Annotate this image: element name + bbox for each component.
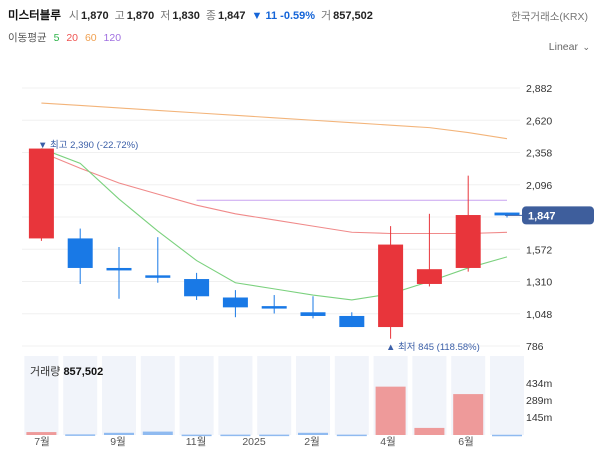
close-label: 종 <box>205 10 216 22</box>
current-price-tag <box>522 206 594 225</box>
candle-body <box>28 148 54 239</box>
candle-body <box>106 267 132 271</box>
volume-bar <box>453 394 484 435</box>
volume-bar <box>414 427 445 435</box>
volume-bar <box>259 434 290 437</box>
volume-column-bg <box>63 356 98 435</box>
volume-bar <box>26 432 57 435</box>
volume-bar <box>181 434 212 437</box>
ma-20[interactable]: 20 <box>66 32 79 44</box>
volume-tick-label: 434m <box>526 378 553 390</box>
volume-column-bg <box>490 356 524 435</box>
ma-60[interactable]: 60 <box>84 32 97 44</box>
volume-column-bg <box>412 356 447 435</box>
close-value: 1,847 <box>218 10 246 22</box>
volume-column-bg <box>218 356 253 435</box>
price-tick-label: 2,620 <box>526 115 552 127</box>
price-tick-label: 2,882 <box>526 83 552 95</box>
volume-bar <box>65 434 96 436</box>
exchange-label: 한국거래소(KRX) <box>511 11 588 23</box>
low-annotation: ▲ 최저 845 (118.58%) <box>386 342 480 353</box>
current-price-tag-label: 1,847 <box>528 210 556 222</box>
price-tick-label: 2,358 <box>526 148 552 160</box>
x-axis-label: 2월 <box>304 436 320 448</box>
candle-body <box>494 212 520 216</box>
volume-column-bg <box>257 356 292 435</box>
volume-bar <box>336 434 367 437</box>
moving-average-legend[interactable]: 이동평균 5 20 60 120 <box>8 30 125 45</box>
stock-name[interactable]: 미스터블루 <box>8 10 61 22</box>
x-axis-label: 9월 <box>110 436 126 448</box>
volume-column-bg <box>140 356 175 435</box>
volume-column-bg <box>334 356 369 435</box>
price-tick-label: 2,096 <box>526 180 552 192</box>
high-value: 1,870 <box>126 10 155 22</box>
volume-bar <box>104 432 134 435</box>
volume-bar <box>220 434 251 437</box>
low-value: 1,830 <box>172 10 200 22</box>
volume-column-bg <box>179 356 214 435</box>
candle-body <box>222 297 248 308</box>
ma-60-line <box>41 102 508 140</box>
volume-panel-title: 거래량 857,502 <box>30 363 103 379</box>
volume-bar <box>375 386 406 435</box>
volume-tick-label: 145m <box>526 412 553 424</box>
price-header: 미스터블루 시 1,870 고 1,870 저 1,830 종 1,847 ▼ … <box>8 7 379 23</box>
volume-bar <box>298 432 328 435</box>
candle-body <box>184 279 210 297</box>
candle-body <box>67 238 93 268</box>
chevron-down-icon[interactable]: ⌄ <box>582 42 590 52</box>
candle-body <box>339 315 365 328</box>
candle-body <box>300 312 326 316</box>
x-axis-label: 11월 <box>186 436 207 448</box>
ma-120[interactable]: 120 <box>103 32 122 44</box>
volume-panel-value: 857,502 <box>63 366 104 378</box>
open-value: 1,870 <box>81 10 109 22</box>
volume-value: 857,502 <box>333 10 373 22</box>
x-axis-label: 4월 <box>380 436 396 448</box>
ma-5[interactable]: 5 <box>53 32 60 44</box>
x-axis-label: 6월 <box>458 436 474 448</box>
price-tick-label: 1,572 <box>526 244 552 256</box>
candle-body <box>261 306 287 309</box>
price-tick-label: 1,310 <box>526 277 552 289</box>
volume-panel-label: 거래량 <box>30 366 61 378</box>
x-axis-label: 7월 <box>34 436 50 448</box>
high-annotation: ▼ 최고 2,390 (-22.72%) <box>38 140 138 151</box>
price-tick-label: 1,048 <box>526 309 552 321</box>
price-tick-label: 786 <box>526 341 544 353</box>
ma-20-line <box>41 151 508 235</box>
candle-body <box>378 244 404 328</box>
x-axis-label: 2025 <box>242 436 266 448</box>
volume-bar <box>492 434 522 437</box>
high-label: 고 <box>114 10 125 22</box>
candle-body <box>455 215 481 268</box>
price-change: ▼ 11 -0.59% <box>251 10 316 22</box>
volume-column-bg <box>102 356 136 435</box>
candle-body <box>145 275 171 278</box>
volume-column-bg <box>296 356 330 435</box>
low-label: 저 <box>160 10 171 22</box>
scale-select[interactable]: Linear <box>548 41 578 53</box>
candle-body <box>416 269 442 284</box>
ma-title: 이동평균 <box>8 32 47 44</box>
volume-column-bg <box>24 356 59 435</box>
volume-bar <box>142 431 173 435</box>
open-label: 시 <box>68 10 80 22</box>
volume-label: 거 <box>321 10 332 22</box>
volume-tick-label: 289m <box>526 395 553 407</box>
